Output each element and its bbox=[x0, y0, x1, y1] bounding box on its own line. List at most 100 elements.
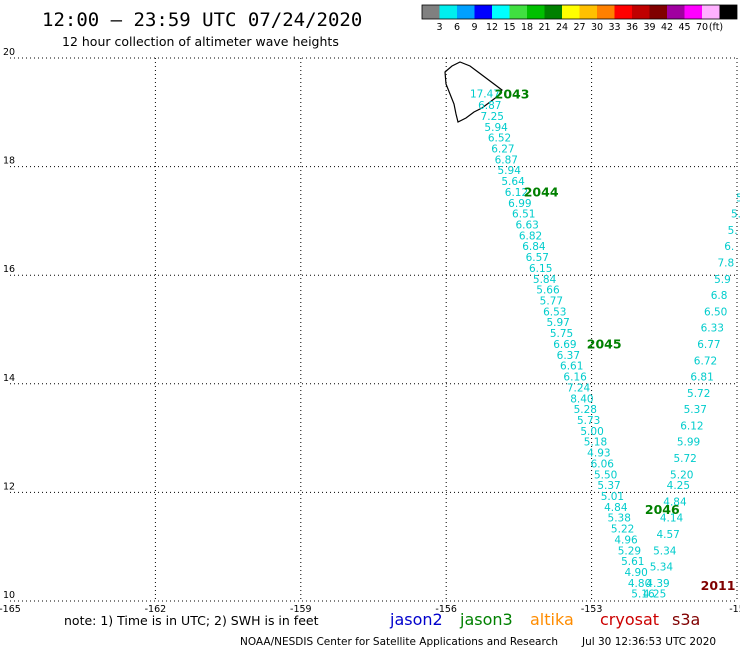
wave-height-point: 4.90 bbox=[624, 567, 647, 579]
wave-height-point: 5.28 bbox=[574, 404, 597, 416]
legend-frame bbox=[421, 4, 738, 20]
wave-height-point: 8.40 bbox=[570, 393, 593, 405]
wave-height-point: 6.63 bbox=[515, 220, 538, 232]
legend-swatch bbox=[667, 5, 685, 19]
wave-height-points: 17.476.877.255.946.526.276.875.945.646.1… bbox=[470, 89, 740, 601]
wave-height-point: 6.69 bbox=[553, 339, 576, 351]
wave-height-point: 6. bbox=[724, 241, 734, 253]
legend-swatch bbox=[439, 5, 457, 19]
legend-swatch bbox=[562, 5, 580, 19]
axis-ticks: -165 -162 -159 -156 -153 -15 10 12 14 16 18 20 bbox=[0, 47, 740, 615]
wave-height-point: 5.84 bbox=[533, 274, 557, 286]
grid-lines bbox=[10, 57, 738, 602]
wave-height-point: 6.72 bbox=[694, 355, 717, 367]
wave-height-point: 5.16 bbox=[631, 589, 655, 601]
wave-height-point: 6.37 bbox=[557, 350, 580, 362]
legend-swatch bbox=[597, 5, 615, 19]
legend-label: 3 bbox=[436, 22, 442, 33]
wave-height-point: 6.61 bbox=[560, 361, 583, 373]
x-tick-label: -165 bbox=[0, 604, 21, 615]
wave-height-point: 5.50 bbox=[594, 469, 617, 481]
wave-height-point: 6.27 bbox=[491, 143, 514, 155]
wave-height-point: 5.37 bbox=[684, 404, 707, 416]
legend-label: 39 bbox=[643, 22, 655, 33]
wave-height-point: 6.81 bbox=[690, 372, 713, 384]
wave-height-point: 6.16 bbox=[563, 372, 587, 384]
legend-swatch bbox=[422, 5, 440, 19]
satellite-name: jason2 bbox=[389, 610, 443, 629]
wave-height-point: 6.51 bbox=[512, 209, 535, 221]
wave-height-point: 5.77 bbox=[540, 296, 563, 308]
wave-height-point: 17.47 bbox=[470, 89, 500, 101]
legend-swatch bbox=[684, 5, 702, 19]
wave-height-point: 7.24 bbox=[567, 382, 591, 394]
color-legend: 3 6 9 12 15 18 21 24 27 30 33 36 39 42 45 70 (ft) bbox=[421, 4, 738, 33]
legend-swatch bbox=[632, 5, 650, 19]
footer-note: note: 1) Time is in UTC; 2) SWH is in fe… bbox=[64, 613, 319, 628]
wave-height-point: 4.57 bbox=[656, 529, 679, 541]
hawaii-island-outline bbox=[444, 61, 503, 123]
x-tick-label: -153 bbox=[581, 604, 603, 615]
wave-height-point: 5.61 bbox=[621, 556, 644, 568]
wave-height-point: 6.77 bbox=[697, 339, 720, 351]
legend-label: 24 bbox=[556, 22, 568, 33]
footer-timestamp: Jul 30 12:36:53 UTC 2020 bbox=[581, 636, 716, 648]
legend-swatch bbox=[579, 5, 597, 19]
legend-swatch bbox=[614, 5, 632, 19]
wave-height-point: 5.64 bbox=[501, 176, 525, 188]
y-tick-label: 18 bbox=[3, 156, 15, 167]
legend-label: 12 bbox=[486, 22, 498, 33]
wave-height-point: 6.52 bbox=[488, 133, 511, 145]
pass-labels: 2043 2044 2045 2046 2011 bbox=[495, 87, 736, 593]
wave-height-point: 5.75 bbox=[550, 328, 573, 340]
wave-height-point: 6.84 bbox=[522, 241, 546, 253]
satellite-name: s3a bbox=[672, 610, 700, 629]
wave-height-point: 6.87 bbox=[495, 154, 518, 166]
wave-height-point: 4.80 bbox=[628, 578, 651, 590]
legend-label: 42 bbox=[661, 22, 673, 33]
wave-height-point: 4.93 bbox=[587, 448, 610, 460]
chart-subtitle: 12 hour collection of altimeter wave hei… bbox=[62, 34, 339, 49]
x-tick-label: -156 bbox=[435, 604, 457, 615]
wave-height-point: 6.06 bbox=[591, 458, 615, 470]
wave-height-point: 5.9 bbox=[714, 274, 731, 286]
wave-height-point: 6.15 bbox=[529, 263, 552, 275]
wave-height-point: 5.34 bbox=[650, 562, 674, 574]
pass-label: 2045 bbox=[587, 337, 622, 352]
wave-height-point: 6.12 bbox=[505, 187, 528, 199]
legend-label: 30 bbox=[591, 22, 603, 33]
pass-label: 2044 bbox=[524, 184, 559, 199]
legend-label: 70 bbox=[696, 22, 708, 33]
satellite-legend: jason2 jason3 altika cryosat s3a bbox=[389, 610, 700, 629]
wave-height-point: 5.18 bbox=[584, 437, 607, 449]
plot-area: -165 -162 -159 -156 -153 -15 10 12 14 16 18 20 17.4… bbox=[0, 47, 740, 615]
legend-label: 21 bbox=[538, 22, 550, 33]
legend-label: 9 bbox=[471, 22, 477, 33]
wave-height-point: 6.53 bbox=[543, 306, 566, 318]
legend-swatch bbox=[719, 5, 737, 19]
legend-label: 15 bbox=[503, 22, 515, 33]
wave-height-point: 5.29 bbox=[618, 545, 641, 557]
wave-height-point: 5. bbox=[731, 209, 740, 221]
wave-height-point: 6.87 bbox=[478, 100, 501, 112]
wave-height-point: 5.38 bbox=[608, 513, 631, 525]
legend-swatch bbox=[509, 5, 527, 19]
wave-height-point: 4.39 bbox=[646, 578, 669, 590]
legend-swatch bbox=[457, 5, 475, 19]
y-tick-label: 20 bbox=[3, 47, 15, 58]
wave-height-point: 4.25 bbox=[667, 480, 690, 492]
wave-height-point: 5.72 bbox=[673, 453, 696, 465]
wave-height-point: 5.72 bbox=[687, 388, 710, 400]
wave-height-point: 5 bbox=[736, 192, 740, 204]
legend-label: 33 bbox=[608, 22, 620, 33]
wave-height-point: 6.8 bbox=[711, 290, 728, 302]
wave-height-point: 5.94 bbox=[484, 122, 508, 134]
legend-label: 27 bbox=[573, 22, 585, 33]
footer-credit: NOAA/NESDIS Center for Satellite Applica… bbox=[240, 636, 558, 648]
wave-height-point: 4.14 bbox=[660, 513, 684, 525]
legend-label: 36 bbox=[626, 22, 638, 33]
x-tick-label: -162 bbox=[145, 604, 167, 615]
pass-label: 2011 bbox=[701, 578, 736, 593]
wave-height-point: 4.84 bbox=[663, 496, 687, 508]
